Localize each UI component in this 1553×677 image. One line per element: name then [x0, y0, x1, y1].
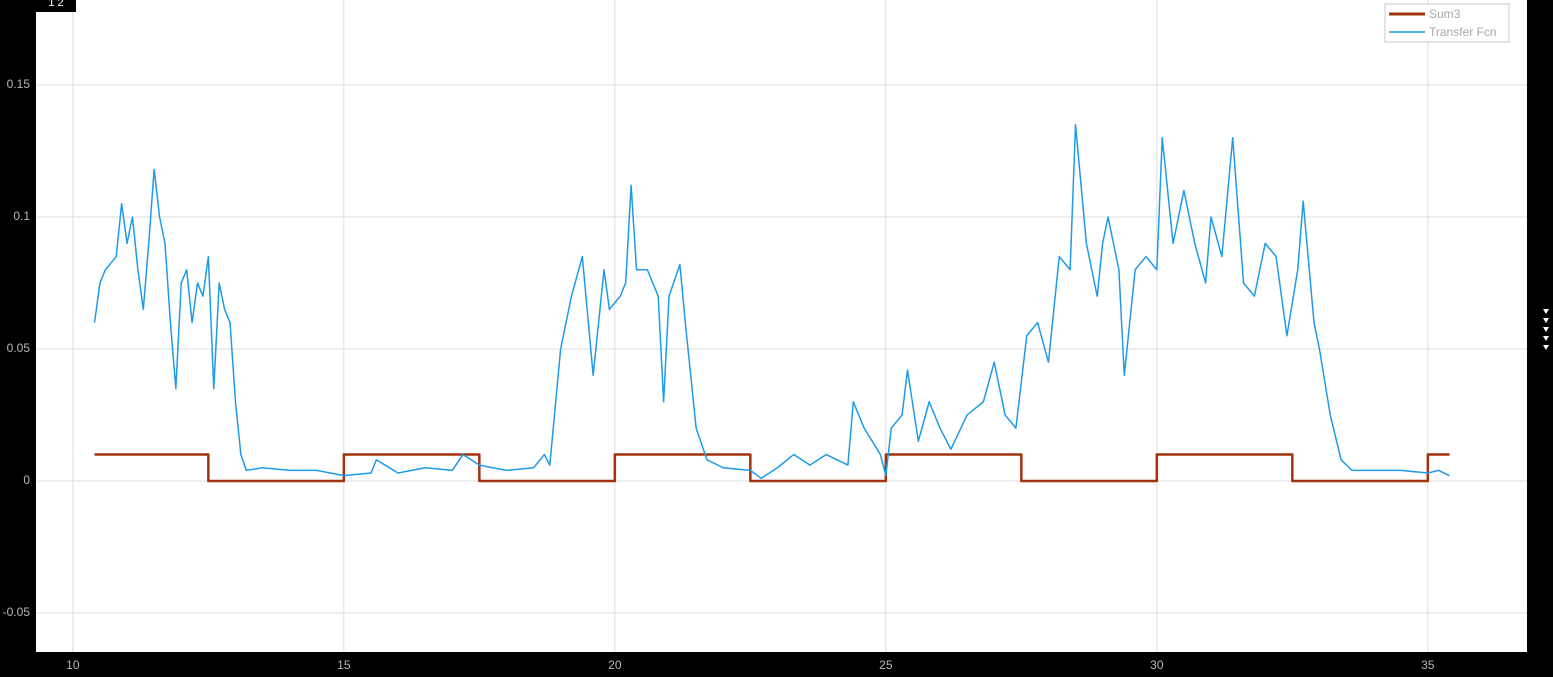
series-line — [94, 453, 1450, 483]
x-tick-label: 30 — [1150, 658, 1164, 672]
x-tick-label: 25 — [879, 658, 893, 672]
collapse-arrows[interactable] — [1543, 309, 1549, 350]
y-tick-label: 0.1 — [13, 209, 30, 223]
series-line — [93, 123, 1450, 480]
y-tick-label: 0.05 — [7, 341, 31, 355]
x-tick-label: 10 — [66, 658, 80, 672]
legend-label: Sum3 — [1429, 7, 1461, 21]
x-tick-label: 35 — [1421, 658, 1435, 672]
x-tick-label: 15 — [337, 658, 351, 672]
y-tick-label: 0 — [23, 473, 30, 487]
legend: Sum3 Transfer Fcn — [1384, 3, 1510, 43]
layout-button[interactable] — [36, 0, 76, 12]
layout-label: 1 2 — [48, 0, 63, 9]
plot-area — [36, 0, 1527, 652]
legend-label: Transfer Fcn — [1429, 25, 1497, 39]
y-tick-label: 0.15 — [7, 77, 31, 91]
x-tick-label: 20 — [608, 658, 622, 672]
y-tick-label: -0.05 — [3, 605, 31, 619]
legend-box — [1384, 3, 1510, 43]
